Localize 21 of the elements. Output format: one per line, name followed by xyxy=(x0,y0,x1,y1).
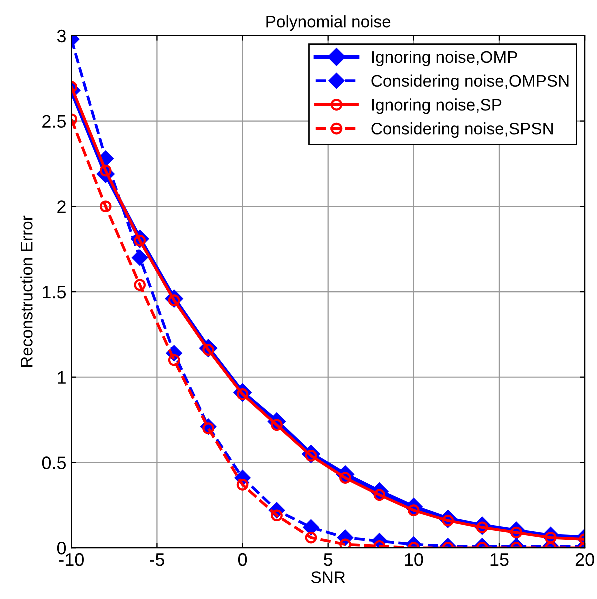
y-tick-label: 0 xyxy=(57,542,66,555)
y-tick-label: 0.5 xyxy=(42,456,66,470)
x-tick-label: 15 xyxy=(490,554,509,566)
x-tick-label: 0 xyxy=(238,553,248,566)
legend-label: Considering noise,OMPSN xyxy=(372,74,569,90)
legend-label: Considering noise,SPSN xyxy=(372,122,553,138)
y-tick-label: 1 xyxy=(58,371,66,384)
legend-label: Ignoring noise,SP xyxy=(372,98,502,114)
chart-title: Polynomial noise xyxy=(266,16,391,32)
x-axis-title: SNR xyxy=(312,572,346,584)
legend-label: Ignoring noise,OMP xyxy=(372,50,518,66)
y-axis-title: Reconstruction Error xyxy=(20,216,33,368)
x-tick-label: -10 xyxy=(59,553,84,566)
x-tick-label: -5 xyxy=(150,554,164,566)
y-tick-label: 2.5 xyxy=(42,115,66,128)
y-tick-label: 2 xyxy=(58,200,66,214)
y-tick-label: 3 xyxy=(57,30,66,43)
x-tick-label: 5 xyxy=(324,554,333,566)
x-tick-label: 10 xyxy=(405,553,424,566)
x-tick-label: 20 xyxy=(576,553,594,566)
y-tick-label: 1.5 xyxy=(43,286,66,299)
